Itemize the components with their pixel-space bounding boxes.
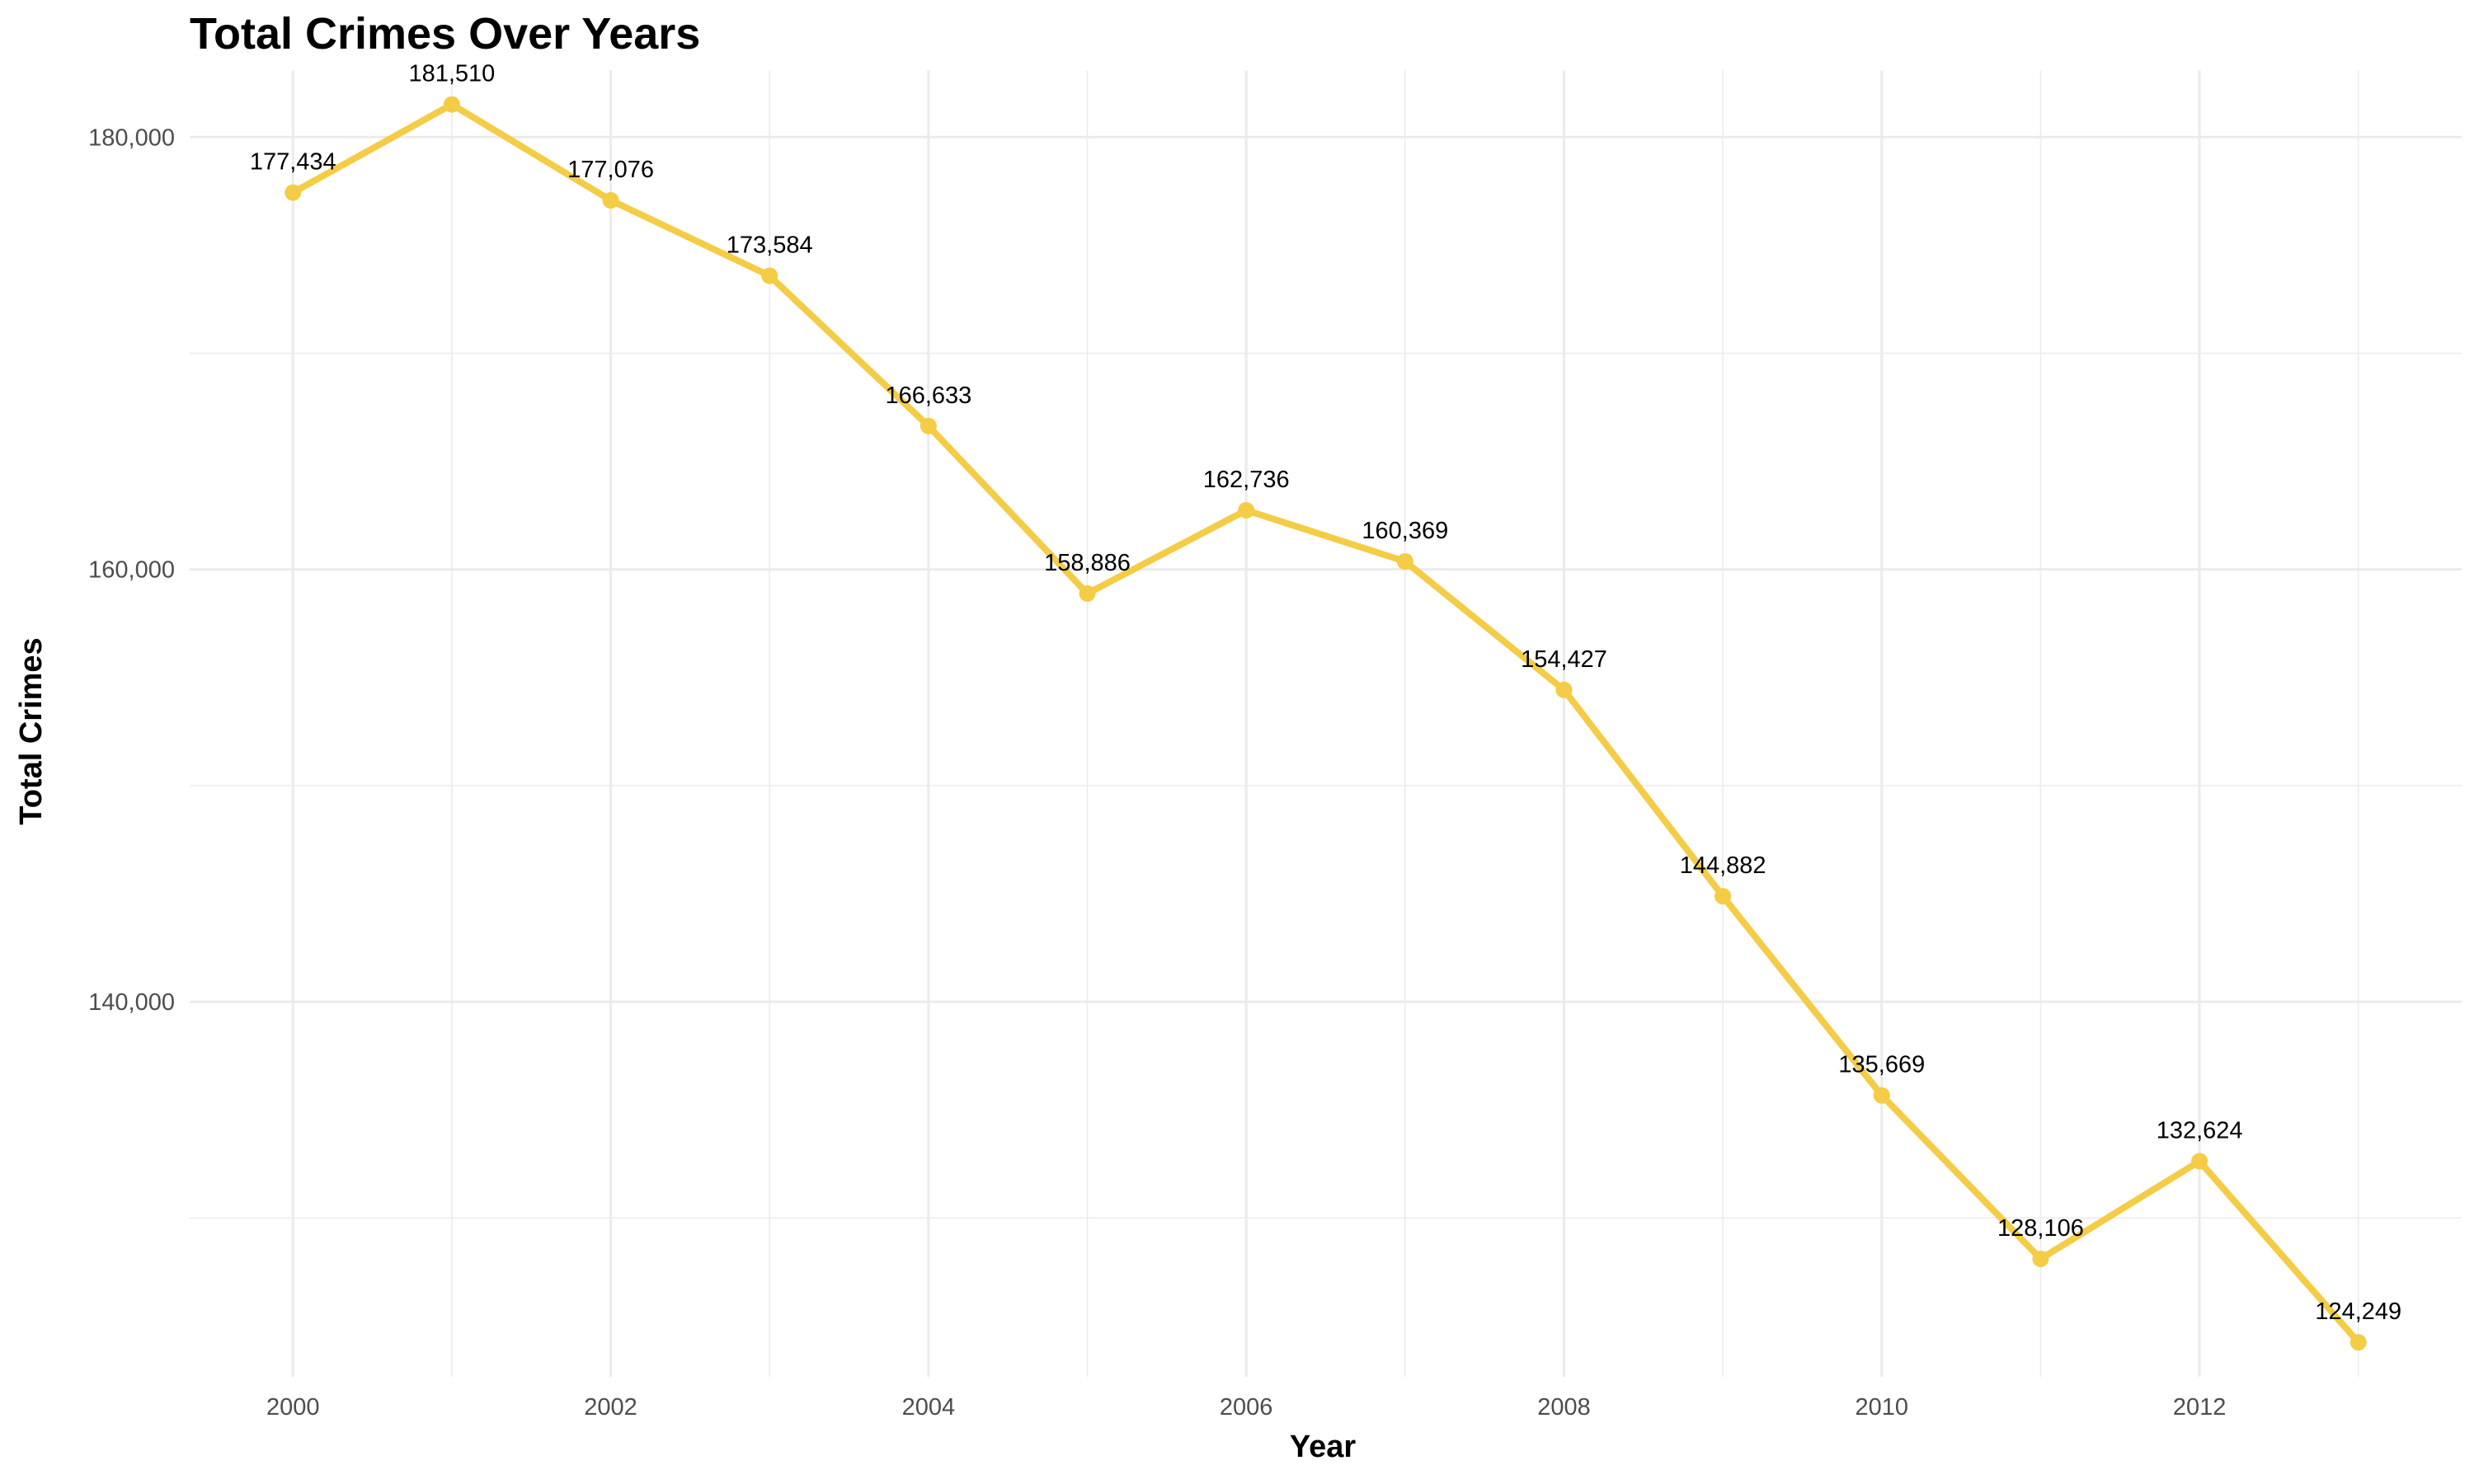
data-label: 124,249 xyxy=(2315,1298,2401,1325)
data-label: 158,886 xyxy=(1044,550,1131,576)
series-line xyxy=(289,101,2362,1346)
data-label: 144,882 xyxy=(1680,852,1766,879)
data-label: 160,369 xyxy=(1362,518,1448,544)
data-labels: 177,434 181,510 177,076 173,584 166,633 158,8… xyxy=(250,61,2401,1325)
data-point xyxy=(602,191,619,209)
x-tick-label: 2004 xyxy=(902,1394,956,1421)
data-label: 132,624 xyxy=(2157,1117,2243,1144)
data-point xyxy=(443,96,460,113)
x-tick-label: 2012 xyxy=(2173,1394,2227,1421)
data-point xyxy=(2349,1334,2367,1351)
data-label: 166,633 xyxy=(885,383,971,409)
x-tick-label: 2006 xyxy=(1220,1394,1273,1421)
data-label: 181,510 xyxy=(408,61,495,87)
data-point xyxy=(1873,1087,1890,1104)
data-label: 177,434 xyxy=(250,149,336,176)
data-point xyxy=(1714,888,1732,905)
y-tick-labels: 140,000 160,000 180,000 xyxy=(88,124,175,1016)
data-label: 177,076 xyxy=(567,157,654,183)
data-label: 154,427 xyxy=(1521,646,1607,673)
x-axis-title: Year xyxy=(1290,1430,1357,1464)
series-line-group xyxy=(289,101,2362,1346)
data-label: 135,669 xyxy=(1838,1052,1925,1078)
x-tick-labels: 2000 2002 2004 2006 2008 2010 2012 xyxy=(266,1394,2226,1421)
data-point xyxy=(1238,501,1255,519)
data-point xyxy=(1396,553,1413,571)
y-tick-label: 180,000 xyxy=(88,124,175,151)
data-point xyxy=(2191,1153,2208,1170)
data-point xyxy=(920,417,937,434)
data-point xyxy=(1555,681,1573,698)
x-tick-label: 2008 xyxy=(1537,1394,1591,1421)
y-axis-title: Total Crimes xyxy=(14,637,49,824)
y-tick-label: 140,000 xyxy=(88,989,175,1016)
data-points xyxy=(285,96,2367,1351)
x-tick-label: 2002 xyxy=(584,1394,637,1421)
minor-gridlines xyxy=(190,70,2462,1377)
x-tick-label: 2010 xyxy=(1856,1394,1909,1421)
data-point xyxy=(285,184,302,201)
y-tick-label: 160,000 xyxy=(88,557,175,584)
data-point xyxy=(761,267,778,284)
major-gridlines xyxy=(190,70,2462,1377)
chart-title: Total Crimes Over Years xyxy=(190,9,701,59)
data-label: 162,736 xyxy=(1203,467,1290,493)
data-point xyxy=(1079,585,1096,602)
data-label: 128,106 xyxy=(1997,1215,2084,1242)
x-tick-label: 2000 xyxy=(266,1394,320,1421)
data-point xyxy=(2032,1250,2049,1267)
data-label: 173,584 xyxy=(727,232,813,259)
